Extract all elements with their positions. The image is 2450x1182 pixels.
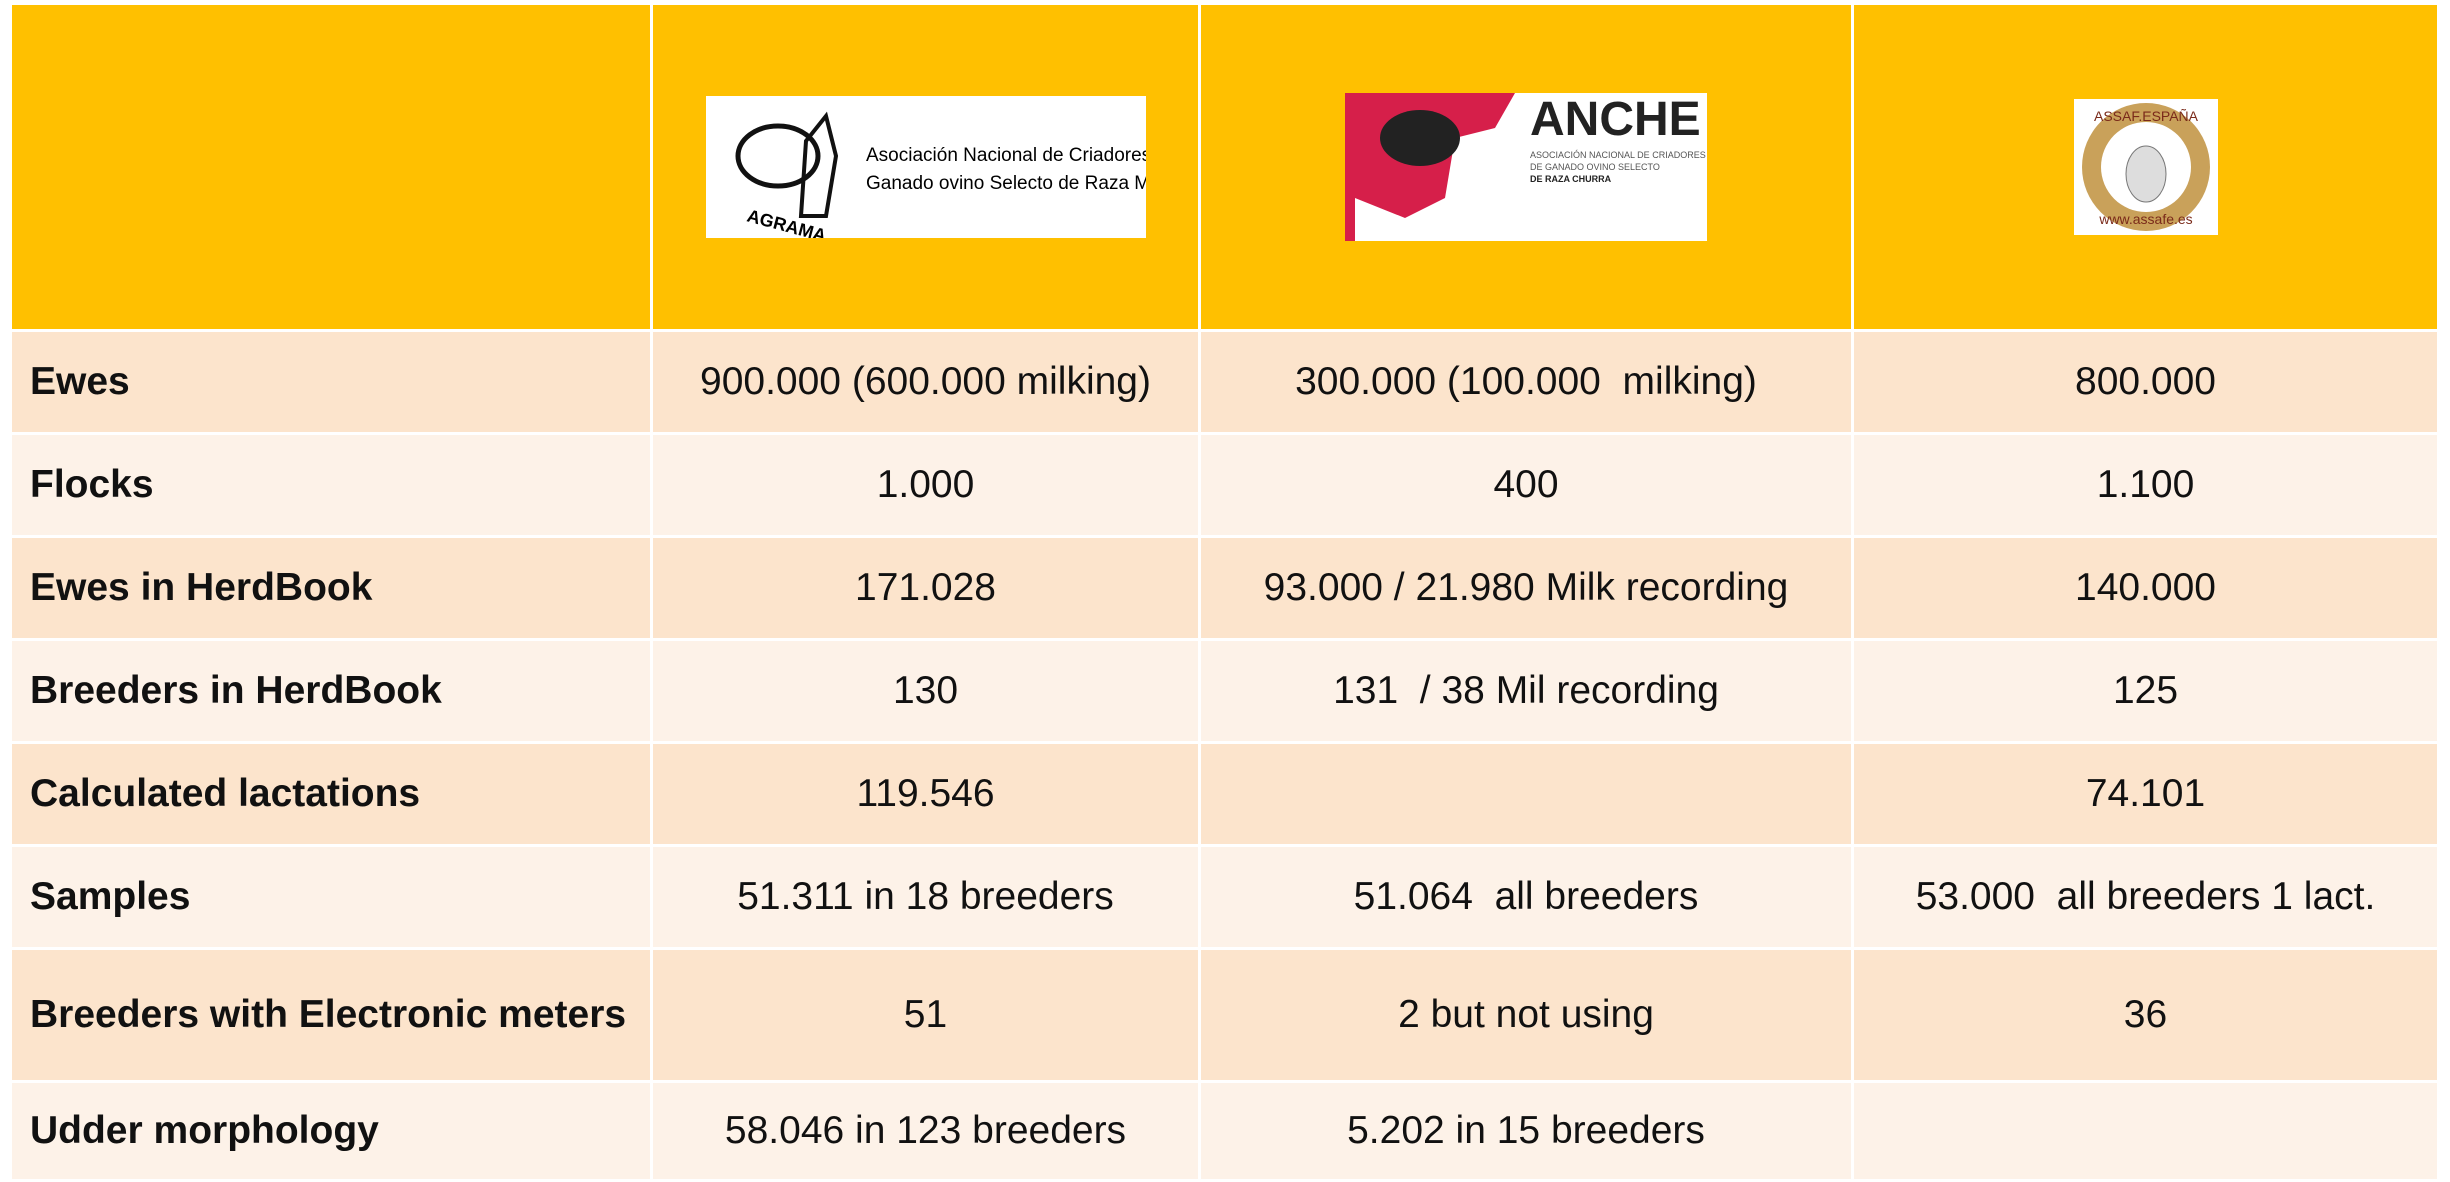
table-cell: 130: [653, 641, 1198, 741]
logo-mill: [798, 111, 838, 218]
logo-text: www.assafe.es: [2098, 211, 2192, 227]
logo-text: Ganado ovino Selecto de Raza Manchega: [866, 173, 1146, 194]
header-empty: [12, 5, 650, 329]
header-logo: AGRAMA Asociación Nacional de Criadores …: [653, 5, 1198, 329]
table-cell: 1.000: [653, 435, 1198, 535]
table-cell: 93.000 / 21.980 Milk recording: [1201, 538, 1851, 638]
table-cell: 900.000 (600.000 milking): [653, 332, 1198, 432]
table-row: Ewes in HerdBook 171.028 93.000 / 21.980 M…: [12, 538, 2437, 638]
row-label: Samples: [12, 847, 650, 947]
table-cell: 2 but not using: [1201, 950, 1851, 1080]
row-label: Ewes: [12, 332, 650, 432]
header-logo: ANCHE ASOCIACIÓN NACIONAL DE CRIADORES D…: [1201, 5, 1851, 329]
page: AGRAMA Asociación Nacional de Criadores …: [12, 5, 2437, 1179]
table-cell: 53.000 all breeders 1 lact.: [1854, 847, 2437, 947]
logo-sheep: [2125, 145, 2166, 203]
table-row: Flocks 1.000 400 1.100: [12, 435, 2437, 535]
row-label: Breeders in HerdBook: [12, 641, 650, 741]
logo-bg: [705, 96, 1146, 238]
table-row: Samples 51.311 in 18 breeders 51.064 all b…: [12, 847, 2437, 947]
table-cell: 300.000 (100.000 milking): [1201, 332, 1851, 432]
logo-text: DE GANADO OVINO SELECTO: [1530, 162, 1660, 172]
logo-sheep: [1380, 110, 1460, 166]
logo-text: ASOCIACIÓN NACIONAL DE CRIADORES: [1530, 150, 1706, 160]
table-cell: 36: [1854, 950, 2437, 1080]
row-label: Ewes in HerdBook: [12, 538, 650, 638]
table-row: Ewes 900.000 (600.000 milking) 300.000 (10…: [12, 332, 2437, 432]
table-cell: 51: [653, 950, 1198, 1080]
logo-text: ANCHE: [1530, 93, 1701, 146]
table-cell: 5.202 in 15 breeders: [1201, 1083, 1851, 1179]
table-cell: 400: [1201, 435, 1851, 535]
table-cell: 58.046 in 123 breeders: [653, 1083, 1198, 1179]
assaf-logo: ASSAF.ESPAÑA www.assafe.es: [2073, 99, 2218, 235]
row-label: Udder morphology: [12, 1083, 650, 1179]
anche-logo: ANCHE ASOCIACIÓN NACIONAL DE CRIADORES D…: [1345, 93, 1707, 241]
logo-text: Asociación Nacional de Criadores de: [866, 145, 1146, 166]
table-body: AGRAMA Asociación Nacional de Criadores …: [12, 5, 2437, 1179]
table-cell: 140.000: [1854, 538, 2437, 638]
comparison-table: AGRAMA Asociación Nacional de Criadores …: [9, 2, 2440, 1182]
table-cell: 125: [1854, 641, 2437, 741]
row-label: Breeders with Electronic meters: [12, 950, 650, 1080]
table-cell: 131 / 38 Mil recording: [1201, 641, 1851, 741]
table-cell: 74.101: [1854, 744, 2437, 844]
table-cell: 171.028: [653, 538, 1198, 638]
table-cell: [1854, 1083, 2437, 1179]
table-row: Breeders with Electronic meters 51 2 but n…: [12, 950, 2437, 1080]
table-row: Udder morphology 58.046 in 123 breeders 5.…: [12, 1083, 2437, 1179]
logo-sheep: [735, 123, 820, 189]
table-row: Calculated lactations 119.546 74.101: [12, 744, 2437, 844]
table-cell: 51.064 all breeders: [1201, 847, 1851, 947]
row-label: Flocks: [12, 435, 650, 535]
table-row: Breeders in HerdBook 130 131 / 38 Mil reco…: [12, 641, 2437, 741]
logo-text: DE RAZA CHURRA: [1530, 174, 1612, 184]
agrama-logo: AGRAMA Asociación Nacional de Criadores …: [705, 96, 1146, 238]
table-cell: 1.100: [1854, 435, 2437, 535]
table-cell: 51.311 in 18 breeders: [653, 847, 1198, 947]
table-cell: 119.546: [653, 744, 1198, 844]
header-logo: ASSAF.ESPAÑA www.assafe.es: [1854, 5, 2437, 329]
table-cell: 800.000: [1854, 332, 2437, 432]
row-label: Calculated lactations: [12, 744, 650, 844]
header-row: AGRAMA Asociación Nacional de Criadores …: [12, 5, 2437, 329]
table-cell: [1201, 744, 1851, 844]
logo-text: ASSAF.ESPAÑA: [2093, 108, 2198, 124]
